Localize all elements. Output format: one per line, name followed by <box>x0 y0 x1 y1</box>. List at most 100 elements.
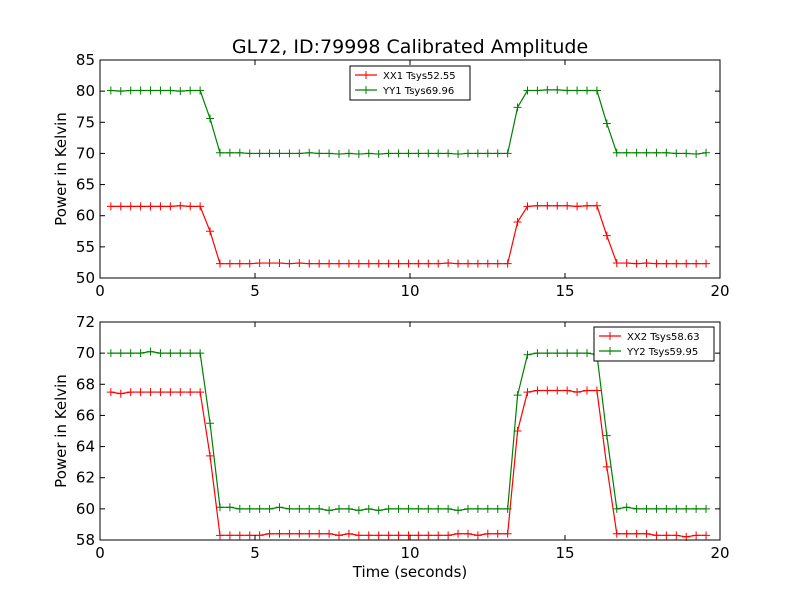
data-point-marker <box>384 504 393 513</box>
data-point-marker <box>364 149 373 158</box>
x-tick-label: 20 <box>710 282 729 300</box>
data-point-marker <box>116 87 125 96</box>
data-point-marker <box>206 227 215 236</box>
data-point-marker <box>573 202 582 211</box>
data-point-marker <box>354 506 363 515</box>
data-point-marker <box>642 148 651 157</box>
legend-marker <box>362 71 370 79</box>
data-point-marker <box>692 504 701 513</box>
data-point-marker <box>563 349 572 358</box>
data-point-marker <box>394 504 403 513</box>
data-point-marker <box>622 259 631 268</box>
data-point-marker <box>414 531 423 540</box>
data-point-marker <box>136 349 145 358</box>
legend-entry-label: XX1 Tsys52.55 <box>383 71 456 82</box>
y-axis-label: Power in Kelvin <box>52 112 70 226</box>
data-point-marker <box>166 202 175 211</box>
data-point-marker <box>295 149 304 158</box>
data-point-marker <box>583 86 592 95</box>
data-point-marker <box>305 504 314 513</box>
data-point-marker <box>186 388 195 397</box>
y-tick-label: 70 <box>76 144 95 162</box>
data-point-marker <box>255 504 264 513</box>
data-point-marker <box>622 503 631 512</box>
data-point-marker <box>642 259 651 268</box>
data-point-marker <box>414 504 423 513</box>
data-point-marker <box>503 529 512 538</box>
data-point-marker <box>116 202 125 211</box>
y-tick-label: 75 <box>76 113 95 131</box>
data-point-marker <box>682 149 691 158</box>
data-point-marker <box>315 259 324 268</box>
y-tick-label: 72 <box>76 313 95 331</box>
data-point-marker <box>483 529 492 538</box>
data-point-marker <box>325 259 334 268</box>
legend: XX2 Tsys58.63 YY2 Tsys59.95 <box>593 326 715 362</box>
data-point-marker <box>265 149 274 158</box>
data-point-marker <box>463 504 472 513</box>
y-tick-label: 68 <box>76 375 95 393</box>
data-point-marker <box>215 531 224 540</box>
data-point-marker <box>493 149 502 158</box>
data-point-marker <box>493 259 502 268</box>
data-point-marker <box>374 150 383 159</box>
data-point-marker <box>176 201 185 210</box>
data-point-marker <box>176 349 185 358</box>
data-point-marker <box>335 150 344 159</box>
chart-title: GL72, ID:79998 Calibrated Amplitude <box>232 36 588 58</box>
data-point-marker <box>583 386 592 395</box>
data-point-marker <box>483 259 492 268</box>
data-point-marker <box>632 148 641 157</box>
data-point-marker <box>662 148 671 157</box>
data-point-marker <box>483 149 492 158</box>
data-point-marker <box>473 149 482 158</box>
bottom-panel: 0 5 10 15 20 58 60 62 64 66 68 70 72 Power in Kelvin T… <box>52 313 730 581</box>
data-point-marker <box>612 259 621 268</box>
data-point-marker <box>573 388 582 397</box>
data-point-marker <box>374 259 383 268</box>
legend-marker <box>606 332 614 340</box>
y-axis-label: Power in Kelvin <box>52 374 70 488</box>
data-point-marker <box>146 388 155 397</box>
data-point-marker <box>523 202 532 211</box>
data-point-marker <box>275 529 284 538</box>
x-axis-label: Time (seconds) <box>352 563 468 581</box>
data-point-marker <box>493 504 502 513</box>
data-point-marker <box>235 259 244 268</box>
data-point-marker <box>424 259 433 268</box>
data-point-marker <box>305 259 314 268</box>
data-point-marker <box>702 531 711 540</box>
data-point-marker <box>325 529 334 538</box>
data-point-marker <box>255 531 264 540</box>
data-point-marker <box>702 259 711 268</box>
data-point-marker <box>305 148 314 157</box>
data-point-marker <box>503 149 512 158</box>
data-point-marker <box>573 349 582 358</box>
data-point-marker <box>295 529 304 538</box>
legend: XX1 Tsys52.55 YY1 Tsys69.96 <box>349 65 471 101</box>
y-tick-label: 64 <box>76 438 95 456</box>
data-point-marker <box>463 529 472 538</box>
x-tick-label: 10 <box>400 544 419 562</box>
data-point-marker <box>126 86 135 95</box>
data-point-marker <box>215 259 224 268</box>
data-point-marker <box>166 388 175 397</box>
data-point-marker <box>156 202 165 211</box>
data-point-marker <box>354 150 363 159</box>
data-point-marker <box>602 119 611 128</box>
data-point-marker <box>424 504 433 513</box>
data-point-marker <box>225 531 234 540</box>
y-tick-label: 58 <box>76 531 95 549</box>
data-point-marker <box>434 531 443 540</box>
y-tick-label: 85 <box>76 51 95 69</box>
data-point-marker <box>454 506 463 515</box>
data-point-marker <box>176 87 185 96</box>
data-point-marker <box>652 148 661 157</box>
data-point-marker <box>295 504 304 513</box>
data-point-marker <box>523 350 532 359</box>
data-point-marker <box>156 388 165 397</box>
data-point-marker <box>285 504 294 513</box>
data-point-marker <box>315 504 324 513</box>
data-point-marker <box>285 259 294 268</box>
data-point-marker <box>116 349 125 358</box>
